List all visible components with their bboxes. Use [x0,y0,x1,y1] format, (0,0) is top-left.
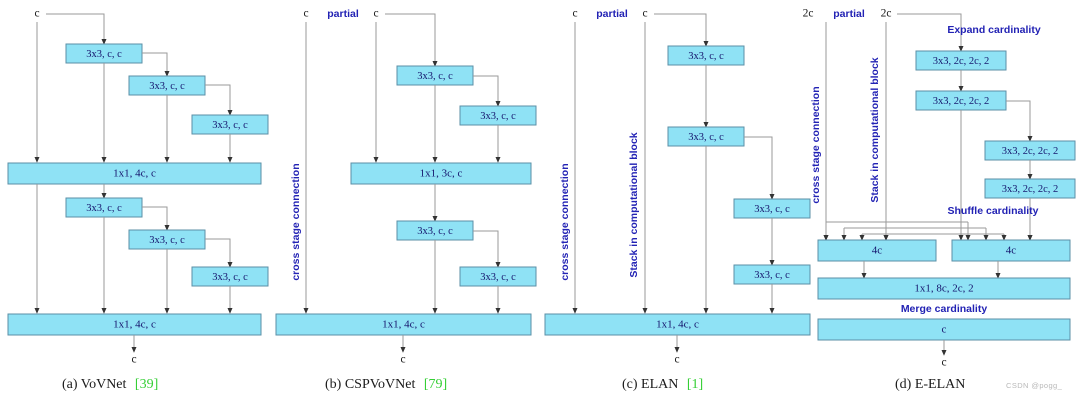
conv-block-d-1-label: 3x3, 2c, 2c, 2 [933,56,990,67]
conv-block-b-2-label: 3x3, c, c [480,111,516,122]
conv-block-a-1-label: 3x3, c, c [86,49,122,60]
panel-d-eelan: 2c partial 2c cross stage connection Sta… [803,8,1076,369]
wire-a-c2-to-c3 [205,84,233,116]
panel-d-cross-stage-annotation: cross stage connection [810,86,822,203]
wire-d-in-to-c1 [897,13,964,52]
wire-b-c3-to-c4 [473,230,501,268]
concat-bar-b-1-label: 1x1, 3c, c [420,168,463,180]
caption-b-citation: [79] [424,377,447,392]
concat-bar-a-1-label: 1x1, 4c, c [113,168,156,180]
concat-bar-b-2-label: 1x1, 4c, c [382,319,425,331]
conv-block-a-6-label: 3x3, c, c [212,272,248,283]
panel-b-input-label: c [303,8,308,20]
concat-bar-d-1-label: 1x1, 8c, 2c, 2 [914,283,973,295]
shuffle-routing [823,221,1033,241]
caption-b: (b) CSPVoVNet [79] [325,377,447,392]
group-bar-d-2-label: 4c [1006,245,1017,257]
wire-b-in-to-c1 [385,13,438,67]
conv-block-c-3-label: 3x3, c, c [754,204,790,215]
caption-b-text: (b) CSPVoVNet [325,377,415,392]
panel-c-output-label: c [674,354,679,366]
caption-c-text: (c) ELAN [622,377,678,392]
conv-block-d-4-label: 3x3, 2c, 2c, 2 [1002,184,1059,195]
conv-block-c-4-label: 3x3, c, c [754,270,790,281]
wire-b-c1-to-c2 [473,75,501,107]
caption-a-citation: [39] [135,377,158,392]
panel-d-input-label-2: 2c [881,8,892,20]
panel-d-stack-annotation: Stack in computational block [869,57,881,202]
group-bar-d-1 [817,239,937,262]
conv-block-a-3-label: 3x3, c, c [212,120,248,131]
conv-block-b-1-label: 3x3, c, c [417,71,453,82]
conv-block-b-4-label: 3x3, c, c [480,272,516,283]
conv-block-b-3-label: 3x3, c, c [417,226,453,237]
group-bar-d-1-label: 4c [872,245,883,257]
concat-bar-a-2-label: 1x1, 4c, c [113,319,156,331]
panel-a-vovnet: c 3x3, c, c 3x3, c, c 3x3, c, c 1x1, 4c,… [7,8,269,366]
conv-block-c-2-label: 3x3, c, c [688,132,724,143]
panel-b-cross-stage-annotation: cross stage connection [290,163,302,280]
panel-d-expand-annotation: Expand cardinality [947,24,1041,36]
watermark: CSDN @pogg_ [1006,381,1063,390]
caption-a-text: (a) VoVNet [62,377,127,392]
concat-bar-a-1 [7,162,262,185]
conv-block-d-2-label: 3x3, 2c, 2c, 2 [933,96,990,107]
panel-d-output-label: c [941,357,946,369]
panel-a-output-label: c [131,354,136,366]
caption-d-text: (d) E-ELAN [895,377,965,392]
wire-c-c2-to-c3 [744,136,775,200]
panel-c-input-label: c [572,8,577,20]
caption-a: (a) VoVNet [39] [62,377,158,392]
wire-a-c4-to-c5 [142,206,170,231]
panel-d-input-label: 2c [803,8,814,20]
conv-block-d-3-label: 3x3, 2c, 2c, 2 [1002,146,1059,157]
conv-block-a-5-label: 3x3, c, c [149,235,185,246]
panel-c-cross-stage-annotation: cross stage connection [559,163,571,280]
wire-c-in-to-c1 [654,13,709,47]
wire-a-c5-to-c6 [205,238,233,268]
panel-d-shuffle-annotation: Shuffle cardinality [947,205,1038,217]
panel-a-input-label: c [34,8,39,20]
panel-d-partial-label: partial [833,8,865,20]
panel-b-output-label: c [400,354,405,366]
panel-b-input-label-2: c [373,8,378,20]
concat-bar-d-1 [817,277,1071,300]
panel-c-input-label-2: c [642,8,647,20]
wire-a-c1-to-c2 [142,52,170,77]
panel-c-stack-annotation: Stack in computational block [628,132,640,277]
caption-c-citation: [1] [687,377,703,392]
concat-bar-d-2-label: c [942,324,947,336]
panel-d-merge-annotation: Merge cardinality [901,303,988,315]
conv-block-a-4-label: 3x3, c, c [86,203,122,214]
wire-a-in-to-c1 [46,13,107,45]
panel-c-elan: c partial c cross stage connection Stack… [544,8,811,366]
wire-d-c2-to-c3 [1006,100,1033,142]
panel-c-partial-label: partial [596,8,628,20]
panel-b-cspvovnet: c partial c cross stage connection 3x3, … [275,8,537,366]
caption-d: (d) E-ELAN [895,377,965,392]
conv-block-a-2-label: 3x3, c, c [149,81,185,92]
caption-c: (c) ELAN [1] [622,377,703,392]
concat-bar-c-1-label: 1x1, 4c, c [656,319,699,331]
group-bar-d-2 [951,239,1071,262]
caption-row: (a) VoVNet [39] (b) CSPVoVNet [79] (c) E… [62,377,965,392]
panel-b-partial-label: partial [327,8,359,20]
concat-bar-b-1 [350,162,532,185]
conv-block-c-1-label: 3x3, c, c [688,51,724,62]
